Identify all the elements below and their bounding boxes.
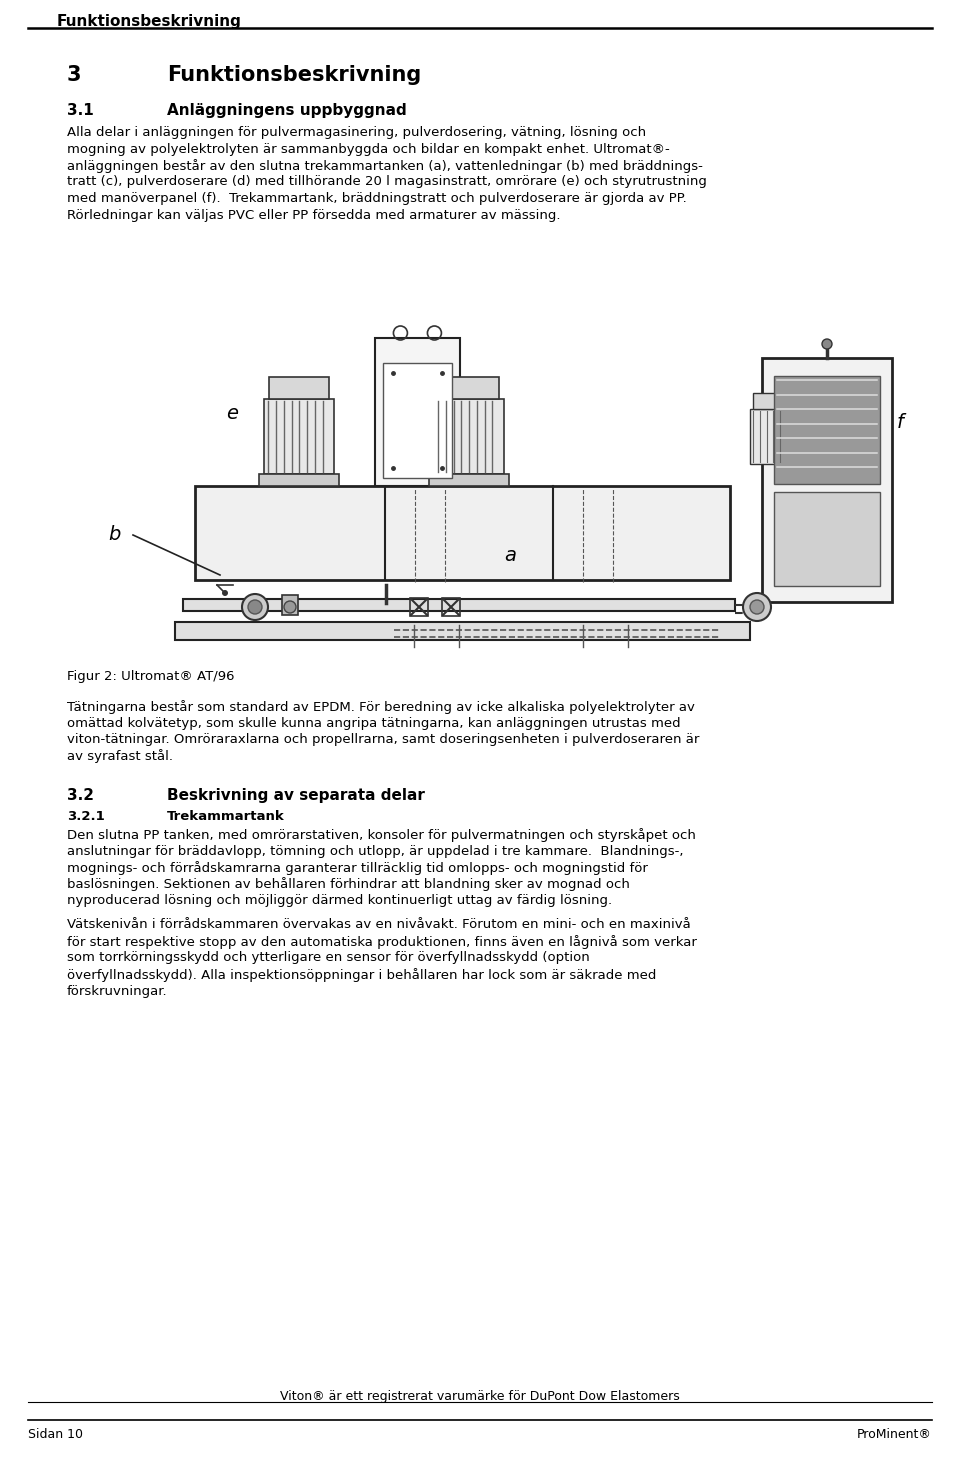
Text: c, d: c, d — [385, 393, 418, 412]
Bar — [774, 377, 880, 483]
Bar — [429, 475, 509, 486]
Text: b: b — [108, 524, 120, 544]
Text: Viton® är ett registrerat varumärke för DuPont Dow Elastomers: Viton® är ett registrerat varumärke för … — [280, 1390, 680, 1403]
Bar — [282, 595, 298, 615]
Bar — [195, 486, 730, 580]
Text: Vätskenivån i förrådskammaren övervakas av en nivåvakt. Förutom en mini- och en : Vätskenivån i förrådskammaren övervakas … — [67, 919, 691, 932]
Bar — [442, 598, 460, 615]
Bar — [774, 492, 880, 586]
Bar — [175, 623, 750, 640]
Bar — [434, 398, 504, 475]
Bar — [753, 393, 787, 409]
Text: förskruvningar.: förskruvningar. — [67, 984, 168, 998]
Text: Funktionsbeskrivning: Funktionsbeskrivning — [167, 64, 421, 85]
Text: 3.1: 3.1 — [67, 103, 94, 119]
Text: Trekammartank: Trekammartank — [167, 810, 285, 823]
Text: a: a — [504, 546, 516, 565]
Circle shape — [242, 593, 268, 620]
Bar — [439, 377, 499, 398]
Text: överfyllnadsskydd). Alla inspektionsöppningar i behållaren har lock som är säkra: överfyllnadsskydd). Alla inspektionsöppn… — [67, 968, 657, 982]
Text: Anläggningens uppbyggnad: Anläggningens uppbyggnad — [167, 103, 407, 119]
Bar — [762, 357, 892, 602]
Text: anläggningen består av den slutna trekammartanken (a), vattenledningar (b) med b: anläggningen består av den slutna trekam… — [67, 160, 703, 173]
Text: 3.2.1: 3.2.1 — [67, 810, 105, 823]
Bar — [259, 475, 340, 486]
Bar — [183, 599, 735, 611]
Text: omättad kolvätetyp, som skulle kunna angripa tätningarna, kan anläggningen utrus: omättad kolvätetyp, som skulle kunna ang… — [67, 716, 681, 730]
Text: 3.2: 3.2 — [67, 788, 94, 803]
Text: B: B — [778, 384, 786, 397]
Text: tratt (c), pulverdoserare (d) med tillhörande 20 l magasinstratt, omrörare (e) o: tratt (c), pulverdoserare (d) med tillhö… — [67, 176, 707, 189]
Text: baslösningen. Sektionen av behållaren förhindrar att blandning sker av mognad oc: baslösningen. Sektionen av behållaren fö… — [67, 878, 630, 892]
Circle shape — [222, 590, 228, 596]
Text: Den slutna PP tanken, med omrörarstativen, konsoler för pulvermatningen och styr: Den slutna PP tanken, med omrörarstative… — [67, 828, 696, 842]
Circle shape — [248, 601, 262, 614]
Text: mogning av polyelektrolyten är sammanbyggda och bildar en kompakt enhet. Ultroma: mogning av polyelektrolyten är sammanbyg… — [67, 142, 670, 155]
Text: Funktionsbeskrivning: Funktionsbeskrivning — [57, 15, 242, 29]
Text: nyproducerad lösning och möjliggör därmed kontinuerligt uttag av färdig lösning.: nyproducerad lösning och möjliggör därme… — [67, 894, 612, 907]
Bar — [270, 377, 329, 398]
Text: 3: 3 — [67, 64, 82, 85]
Text: mognings- och förrådskamrarna garanterar tillräcklig tid omlopps- och mogningsti: mognings- och förrådskamrarna garanterar… — [67, 861, 648, 875]
Text: med manöverpanel (f).  Trekammartank, bräddningstratt och pulverdoserare är gjor: med manöverpanel (f). Trekammartank, brä… — [67, 192, 686, 205]
Circle shape — [284, 601, 296, 612]
Text: ProMinent®: ProMinent® — [857, 1428, 932, 1442]
Text: Alla delar i anläggningen för pulvermagasinering, pulverdosering, vätning, lösni: Alla delar i anläggningen för pulvermaga… — [67, 126, 646, 139]
Text: för start respektive stopp av den automatiska produktionen, finns även en lågniv: för start respektive stopp av den automa… — [67, 935, 697, 949]
Circle shape — [750, 601, 764, 614]
Text: Tätningarna består som standard av EPDM. För beredning av icke alkaliska polyele: Tätningarna består som standard av EPDM.… — [67, 700, 695, 713]
Bar — [410, 598, 428, 615]
Text: anslutningar för bräddavlopp, tömning och utlopp, är uppdelad i tre kammare.  Bl: anslutningar för bräddavlopp, tömning oc… — [67, 844, 684, 857]
Text: av syrafast stål.: av syrafast stål. — [67, 750, 173, 763]
Text: Sidan 10: Sidan 10 — [28, 1428, 83, 1442]
Circle shape — [743, 593, 771, 621]
Text: viton-tätningar. Omröraraxlarna och propellrarna, samt doseringsenheten i pulver: viton-tätningar. Omröraraxlarna och prop… — [67, 732, 700, 746]
Text: Beskrivning av separata delar: Beskrivning av separata delar — [167, 788, 425, 803]
Bar — [264, 398, 334, 475]
Text: Figur 2: Ultromat® AT/96: Figur 2: Ultromat® AT/96 — [67, 670, 234, 683]
Bar — [383, 363, 452, 478]
Bar — [375, 338, 460, 486]
Text: e: e — [227, 404, 238, 423]
Text: e: e — [399, 404, 411, 423]
Text: Rörledningar kan väljas PVC eller PP försedda med armaturer av mässing.: Rörledningar kan väljas PVC eller PP för… — [67, 208, 561, 221]
Text: som torrkörningsskydd och ytterligare en sensor för överfyllnadsskydd (option: som torrkörningsskydd och ytterligare en… — [67, 951, 589, 964]
Text: f: f — [897, 413, 904, 432]
Circle shape — [822, 338, 832, 349]
Bar — [750, 409, 790, 464]
